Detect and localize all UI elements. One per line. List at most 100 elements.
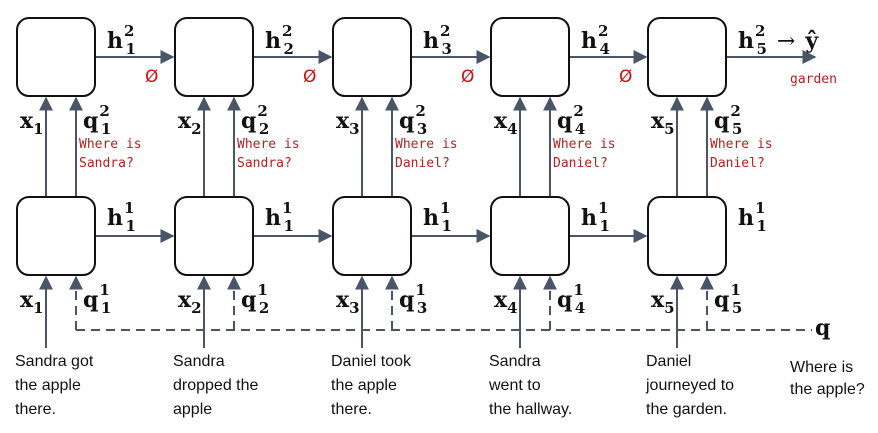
hidden-label-layer2-5: h2 5 → ŷ [738, 22, 819, 58]
hidden-label-layer2-sub-3: 3 [441, 40, 451, 58]
story-sentence-4-line-3: the hallway. [489, 401, 572, 418]
input-label-sub-layer2-1: 1 [33, 120, 43, 138]
memory-cell-layer1-2 [174, 196, 254, 276]
memory-cell-layer2-5 [647, 17, 727, 97]
query-label-layer1-sub-2: 2 [259, 299, 269, 317]
query-label-layer2-1: q2 1 [83, 102, 111, 138]
query-label-layer1-4: q1 4 [557, 281, 585, 317]
query-label-layer1-sup-2: 1 [257, 281, 267, 299]
query-label-layer1-sup-1: 1 [99, 281, 109, 299]
hidden-label-layer2-1: h2 1 [107, 22, 136, 58]
hidden-label-layer1-5: h1 1 [738, 199, 767, 235]
story-sentence-4-line-2: went to [488, 377, 541, 394]
hidden-label-layer2-4: h2 4 [581, 22, 610, 58]
story-sentence-2-line-1: Sandra [173, 353, 225, 370]
memory-cell-layer2-3 [332, 17, 412, 97]
hidden-label-layer1-sup-3: 1 [440, 199, 450, 217]
question-text-line-1: Where is [790, 359, 853, 376]
story-sentence-1-line-1: Sandra got [15, 353, 94, 370]
query-label-layer2-sub-5: 5 [732, 120, 742, 138]
input-label-layer2-3: x3 [336, 108, 360, 138]
query-label-layer2-sup-2: 2 [257, 102, 267, 120]
input-label-sub-layer1-2: 2 [191, 299, 201, 317]
story-sentence-4-line-1: Sandra [489, 353, 541, 370]
layer2-query-text-3-1: Where is [395, 137, 458, 152]
input-label-layer1-3: x3 [336, 287, 360, 317]
story-sentence-2-line-2: dropped the [173, 377, 259, 394]
query-label-layer1-3: q1 3 [399, 281, 427, 317]
layer2-query-text-4-2: Daniel? [553, 156, 608, 171]
memory-cell-layer2-2 [174, 17, 254, 97]
input-label-layer2-2: x2 [178, 108, 202, 138]
hidden-label-layer2-sup-5: 2 [755, 22, 765, 40]
input-label-sub-layer1-3: 3 [349, 299, 359, 317]
null-symbol-4: Ø [619, 67, 632, 87]
hidden-label-layer1-sup-5: 1 [755, 199, 765, 217]
story-sentence-3-line-3: there. [331, 401, 372, 418]
query-label-layer2-sup-3: 2 [415, 102, 425, 120]
layer2-query-text-1-2: Sandra? [79, 156, 134, 171]
story-sentence-5-line-1: Daniel [646, 353, 691, 370]
null-symbol-2: Ø [303, 67, 316, 87]
story-sentence-2-line-3: apple [173, 401, 212, 418]
memory-cell-layer1-3 [332, 196, 412, 276]
query-label-layer1-1: q1 1 [83, 281, 111, 317]
hidden-label-layer1-sub-4: 1 [599, 217, 609, 235]
hidden-label-layer1-3: h1 1 [423, 199, 452, 235]
query-label-layer2-sub-4: 4 [575, 120, 585, 138]
query-label-layer2-sup-4: 2 [573, 102, 583, 120]
story-sentence-1-line-2: the apple [15, 377, 81, 394]
input-label-sub-layer2-2: 2 [191, 120, 201, 138]
hidden-label-layer1-sub-2: 1 [283, 217, 293, 235]
query-label-layer1-sub-1: 1 [101, 299, 111, 317]
hidden-label-layer2-sup-2: 2 [282, 22, 292, 40]
input-label-layer1-1: x1 [20, 287, 44, 317]
query-label-layer1-sub-4: 4 [575, 299, 585, 317]
hidden-label-layer1-1: h1 1 [107, 199, 136, 235]
memory-cell-layer1-1 [16, 196, 96, 276]
hidden-label-layer2-sub-5: 5 [756, 40, 766, 58]
query-label-layer1-sup-3: 1 [415, 281, 425, 299]
hidden-label-layer1-sub-5: 1 [756, 217, 766, 235]
hidden-label-layer1-4: h1 1 [581, 199, 610, 235]
hidden-label-layer1-sup-1: 1 [124, 199, 134, 217]
query-label-layer2-sub-3: 3 [417, 120, 427, 138]
hidden-label-layer2-sub-4: 4 [599, 40, 609, 58]
hidden-label-layer2-sup-3: 2 [440, 22, 450, 40]
input-label-layer1-5: x5 [651, 287, 675, 317]
input-label-layer2-4: x4 [494, 108, 518, 138]
query-label-layer2-sup-1: 2 [99, 102, 109, 120]
memory-cell-layer2-4 [490, 17, 570, 97]
story-sentence-5-line-3: the garden. [646, 401, 727, 418]
layer2-query-text-2-1: Where is [237, 137, 300, 152]
hidden-label-layer2-sup-4: 2 [598, 22, 608, 40]
hidden-label-layer1-sub-3: 1 [441, 217, 451, 235]
query-label-layer1-sub-3: 3 [417, 299, 427, 317]
output-symbol: ŷ [804, 28, 819, 54]
query-label-layer1-sup-5: 1 [730, 281, 740, 299]
layer2-query-text-2-2: Sandra? [237, 156, 292, 171]
input-label-sub-layer1-5: 5 [664, 299, 674, 317]
layer2-query-text-3-2: Daniel? [395, 156, 450, 171]
query-label-layer2-sub-1: 1 [101, 120, 111, 138]
question-text-line-2: the apple? [790, 381, 865, 398]
output-arrow: → [777, 29, 795, 54]
query-label-layer1-sup-4: 1 [573, 281, 583, 299]
memory-cell-layer2-1 [16, 17, 96, 97]
query-label-layer1-2: q1 2 [241, 281, 269, 317]
layer2-query-text-1-1: Where is [79, 137, 142, 152]
query-label-layer1-sub-5: 5 [732, 299, 742, 317]
hidden-label-layer1-sup-4: 1 [598, 199, 608, 217]
input-label-sub-layer2-5: 5 [664, 120, 674, 138]
input-label-layer2-1: x1 [20, 108, 44, 138]
input-label-layer1-4: x4 [494, 287, 518, 317]
null-symbol-3: Ø [461, 67, 474, 87]
story-sentence-1-line-3: there. [15, 401, 56, 418]
memory-cell-layer1-4 [490, 196, 570, 276]
hidden-label-layer1-2: h1 1 [265, 199, 294, 235]
story-sentence-3-line-1: Daniel took [331, 353, 412, 370]
hidden-label-layer2-2: h2 2 [265, 22, 294, 58]
story-sentence-5-line-2: journeyed to [645, 377, 734, 394]
query-label-layer2-2: q2 2 [241, 102, 269, 138]
